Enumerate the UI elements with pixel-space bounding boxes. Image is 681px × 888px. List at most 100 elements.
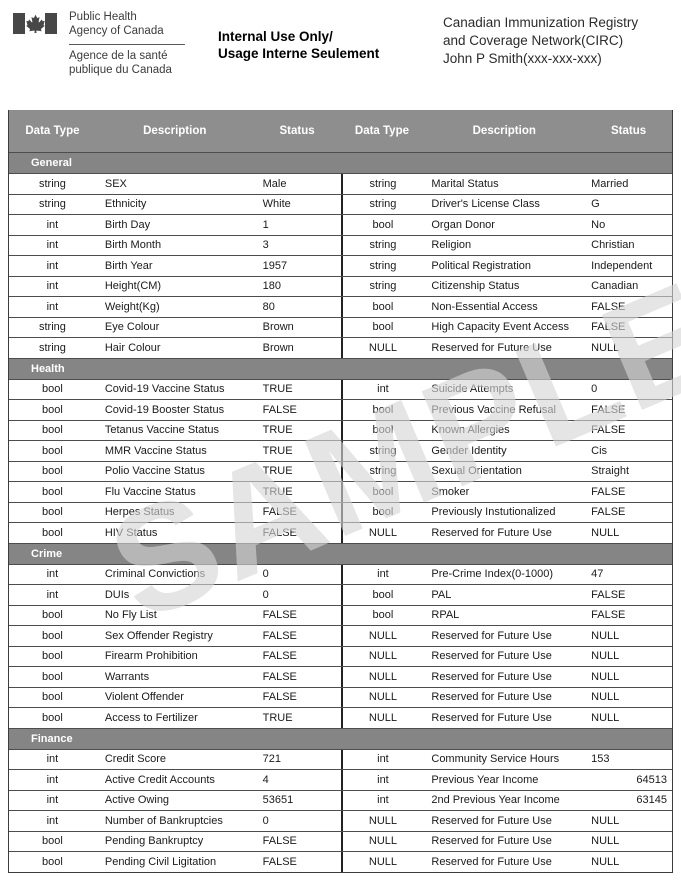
cell-datatype: NULL [340, 708, 424, 728]
cell-description: Previous Year Income [431, 773, 539, 786]
cell-description: Organ Donor [431, 218, 495, 231]
table-row: int Birth Month 3 string Religion Christian [9, 234, 672, 255]
table-row: int Birth Day 1 bool Organ Donor No [9, 214, 672, 235]
cell-datatype: bool [42, 609, 63, 622]
cell-datatype: int [340, 790, 424, 810]
cell-datatype: bool [42, 383, 63, 396]
cell-status: NULL [591, 670, 620, 683]
table-row: int Height(CM) 180 string Citizenship Status… [9, 275, 672, 296]
cell-status: 0 [262, 588, 269, 601]
cell-datatype: int [46, 753, 59, 766]
cell-datatype: string [38, 198, 66, 211]
cell-datatype: bool [42, 403, 63, 416]
cell-datatype: int [340, 564, 424, 584]
cell-status: FALSE [591, 321, 626, 334]
table-row: string Ethnicity White string Driver's Licen… [9, 193, 672, 214]
cell-datatype: NULL [340, 687, 424, 707]
cell-datatype: NULL [340, 338, 424, 358]
cell-datatype: bool [340, 482, 424, 502]
cell-datatype: NULL [340, 646, 424, 666]
cell-description: Warrants [104, 670, 150, 683]
cell-description: Known Allergies [431, 424, 510, 437]
table-row: bool Flu Vaccine Status TRUE bool Smoker FALS… [9, 481, 672, 502]
table-row: int Birth Year 1957 string Political Registr… [9, 255, 672, 276]
table-row: int DUIs 0 bool PAL FALSE [9, 584, 672, 605]
cell-description: Citizenship Status [431, 280, 520, 293]
cell-description: Birth Month [104, 239, 162, 252]
cell-status: Cis [591, 444, 608, 457]
cell-description: Reserved for Future Use [431, 670, 552, 683]
cell-description: Ethnicity [104, 198, 147, 211]
cell-datatype: bool [42, 691, 63, 704]
section-header-finance: Finance [9, 727, 672, 749]
cell-datatype: string [340, 276, 424, 296]
table-row: bool No Fly List FALSE bool RPAL FALSE [9, 604, 672, 625]
cell-status: G [591, 198, 600, 211]
cell-description: High Capacity Event Access [431, 321, 569, 334]
cell-status: FALSE [262, 670, 297, 683]
cell-status: Male [262, 177, 287, 190]
cell-datatype: bool [340, 317, 424, 337]
cell-description: Reserved for Future Use [431, 711, 552, 724]
cell-description: Pending Civil Ligitation [104, 855, 217, 868]
cell-description: Height(CM) [104, 280, 162, 293]
cell-datatype: NULL [340, 626, 424, 646]
table-row: bool Sex Offender Registry FALSE NULL Reserv… [9, 625, 672, 646]
cell-datatype: bool [340, 502, 424, 522]
column-header-datatype-left: Data Type [25, 125, 80, 137]
cell-description: Pre-Crime Index(0-1000) [431, 568, 554, 581]
cell-datatype: bool [340, 420, 424, 440]
cell-status: NULL [591, 629, 620, 642]
section-header-crime: Crime [9, 542, 672, 564]
section-header-general: General [9, 152, 672, 173]
flag-left-bar [13, 13, 25, 34]
table-row: int Weight(Kg) 80 bool Non-Essential Access F… [9, 296, 672, 317]
agency-fr-line2: publique du Canada [69, 63, 172, 76]
cell-datatype: int [46, 259, 59, 272]
cell-description: Reserved for Future Use [431, 629, 552, 642]
cell-datatype: string [38, 177, 66, 190]
cell-status: White [262, 198, 291, 211]
cell-datatype: bool [42, 444, 63, 457]
registry-table-body: General string SEX Male string Marital Status… [9, 152, 672, 872]
cell-description: Number of Bankruptcies [104, 814, 223, 827]
document-header: Public Health Agency of Canada Agence de… [0, 0, 681, 100]
cell-status: FALSE [262, 629, 297, 642]
cell-status: 63145 [636, 794, 667, 807]
cell-status: Independent [591, 259, 653, 272]
cell-description: Eye Colour [104, 321, 160, 334]
cell-datatype: bool [42, 506, 63, 519]
registry-table: Data Type Description Status Data Type D… [8, 110, 673, 873]
cell-status: Brown [262, 321, 294, 334]
cell-datatype: int [46, 218, 59, 231]
table-row: int Number of Bankruptcies 0 NULL Reserved f… [9, 810, 672, 831]
cell-status: 153 [591, 753, 610, 766]
table-row: bool Violent Offender FALSE NULL Reserved fo… [9, 686, 672, 707]
table-row: bool Pending Civil Ligitation FALSE NULL Res… [9, 851, 672, 872]
cell-status: FALSE [591, 485, 626, 498]
cell-description: Covid-19 Booster Status [104, 403, 225, 416]
cell-datatype: int [340, 749, 424, 769]
cell-status: TRUE [262, 485, 293, 498]
cell-description: Herpes Status [104, 506, 175, 519]
classification-line2: Usage Interne Seulement [218, 46, 380, 61]
cell-status: NULL [591, 341, 620, 354]
cell-description: Pending Bankruptcy [104, 835, 204, 848]
table-row: int Active Credit Accounts 4 int Previous Ye… [9, 769, 672, 790]
cell-status: 0 [591, 383, 598, 396]
cell-description: Marital Status [431, 177, 499, 190]
cell-datatype: NULL [340, 831, 424, 851]
column-header-datatype-right: Data Type [354, 125, 409, 137]
cell-datatype: string [38, 321, 66, 334]
cell-description: Previously Instutionalized [431, 506, 556, 519]
cell-description: PAL [431, 588, 452, 601]
flag-right-bar [45, 13, 57, 34]
cell-datatype: string [340, 235, 424, 255]
cell-status: FALSE [591, 424, 626, 437]
cell-description: Reserved for Future Use [431, 691, 552, 704]
cell-datatype: string [38, 341, 66, 354]
cell-datatype: int [46, 814, 59, 827]
cell-description: Birth Year [104, 259, 153, 272]
table-row: bool Warrants FALSE NULL Reserved for Future… [9, 666, 672, 687]
cell-status: 47 [591, 568, 604, 581]
